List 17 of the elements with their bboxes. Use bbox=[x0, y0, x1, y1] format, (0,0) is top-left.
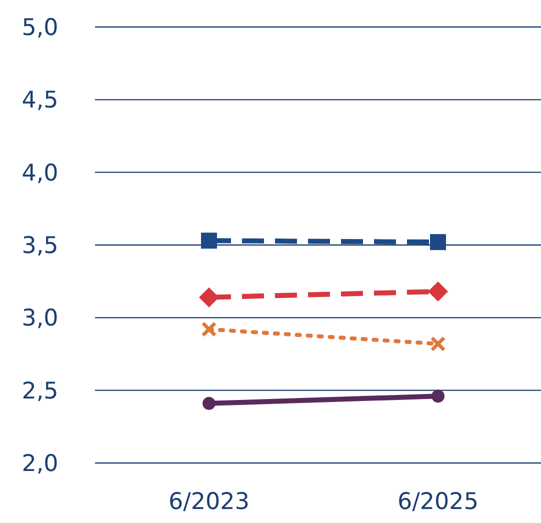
y-tick-label: 3,5 bbox=[22, 233, 58, 260]
point bbox=[430, 336, 446, 352]
y-tick-label: 5,0 bbox=[22, 15, 58, 42]
point bbox=[432, 390, 444, 403]
point bbox=[202, 396, 216, 410]
y-tick-label: 4,5 bbox=[22, 88, 58, 114]
point bbox=[428, 282, 448, 302]
x-tick-label: 6/2023 bbox=[168, 489, 250, 515]
y-tick-label: 3,0 bbox=[22, 306, 58, 332]
point bbox=[430, 234, 446, 250]
point bbox=[199, 287, 219, 308]
point bbox=[201, 232, 217, 249]
y-tick-label: 2,5 bbox=[22, 378, 58, 404]
x-tick-label: 6/2025 bbox=[398, 489, 478, 515]
point bbox=[201, 322, 217, 338]
y-tick-label: 2,0 bbox=[22, 451, 58, 478]
y-tick-label: 4,0 bbox=[22, 160, 58, 186]
